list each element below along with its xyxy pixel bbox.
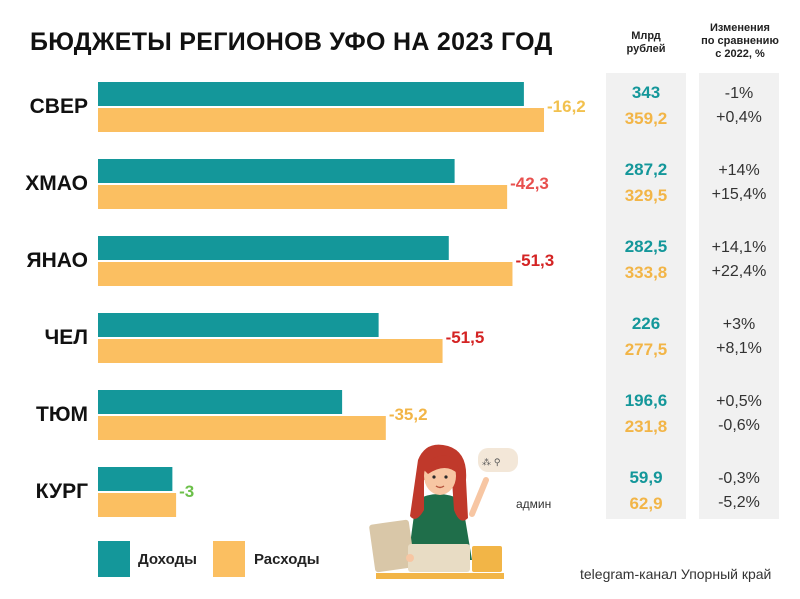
income-bar <box>98 159 455 183</box>
amount-column-header: Млрд рублей <box>606 30 686 56</box>
region-label: ЯНАО <box>26 249 88 272</box>
chart-title: БЮДЖЕТЫ РЕГИОНОВ УФО НА 2023 ГОД <box>30 28 553 56</box>
legend-label-income: Доходы <box>138 551 197 568</box>
deficit-label: -42,3 <box>510 174 549 193</box>
expense-bar <box>98 339 443 363</box>
woman-with-laptop-illustration: ⁂ ⚲ <box>369 444 518 579</box>
change-header-line: по сравнению <box>701 35 779 47</box>
expense-bar <box>98 416 386 440</box>
expense-value: 333,8 <box>624 263 668 282</box>
expense-bar <box>98 108 545 132</box>
change-header-line: с 2022, % <box>715 48 765 60</box>
income-change: +3% <box>722 316 756 333</box>
expense-change: -5,2% <box>718 494 760 511</box>
income-value: 59,9 <box>629 468 663 487</box>
footer-source: telegram-канал Упорный край <box>580 566 772 582</box>
amount-column-bg <box>606 73 686 519</box>
income-bar <box>98 390 343 414</box>
legend-swatch-expense <box>213 541 245 577</box>
legend-label-expense: Расходы <box>254 551 320 568</box>
deficit-label: -51,5 <box>446 328 485 347</box>
svg-text:⁂ ⚲: ⁂ ⚲ <box>482 457 501 468</box>
expense-value: 329,5 <box>624 186 668 205</box>
income-value: 282,5 <box>624 237 668 256</box>
income-change: -1% <box>724 85 754 102</box>
income-change: +14,1% <box>711 239 767 256</box>
change-header-line: Изменения <box>710 22 770 34</box>
income-bar <box>98 82 524 106</box>
income-value: 196,6 <box>624 391 668 410</box>
region-label: СВЕР <box>29 95 88 118</box>
expense-change: +8,1% <box>716 340 762 357</box>
income-change: +14% <box>718 162 760 179</box>
income-value: 226 <box>631 314 661 333</box>
expense-bar <box>98 493 177 517</box>
deficit-label: -16,2 <box>547 97 586 116</box>
deficit-label: -35,2 <box>389 405 428 424</box>
expense-change: -0,6% <box>718 417 760 434</box>
change-column-header: Изменения по сравнению с 2022, % <box>692 22 788 61</box>
expense-change: +15,4% <box>711 186 767 203</box>
income-change: -0,3% <box>718 470 760 487</box>
deficit-label: -51,3 <box>515 251 554 270</box>
income-value: 287,2 <box>624 160 668 179</box>
amount-header-line: рублей <box>626 43 666 55</box>
region-label: ЧЕЛ <box>44 326 89 349</box>
expense-change: +22,4% <box>711 263 767 280</box>
expense-change: +0,4% <box>716 109 762 126</box>
expense-bar <box>98 262 513 286</box>
deficit-label: -3 <box>179 482 194 501</box>
income-bar <box>98 313 379 337</box>
expense-value: 359,2 <box>624 109 668 128</box>
income-change: +0,5% <box>716 393 762 410</box>
change-column-bg <box>699 73 779 519</box>
expense-value: 277,5 <box>624 340 668 359</box>
income-bar <box>98 467 173 491</box>
bar-chart: -16,2 -42,3 -51,3 -51,5 -35,2 -3 <box>98 82 586 517</box>
region-label: ТЮМ <box>36 403 88 426</box>
amount-header-line: Млрд <box>631 30 661 42</box>
region-label: ХМАО <box>25 172 88 195</box>
expense-value: 231,8 <box>624 417 668 436</box>
income-value: 343 <box>631 83 661 102</box>
region-label: КУРГ <box>35 480 88 503</box>
expense-value: 62,9 <box>629 494 663 513</box>
legend-swatch-income <box>98 541 130 577</box>
income-bar <box>98 236 449 260</box>
expense-bar <box>98 185 508 209</box>
illustration-caption: админ <box>516 497 552 511</box>
